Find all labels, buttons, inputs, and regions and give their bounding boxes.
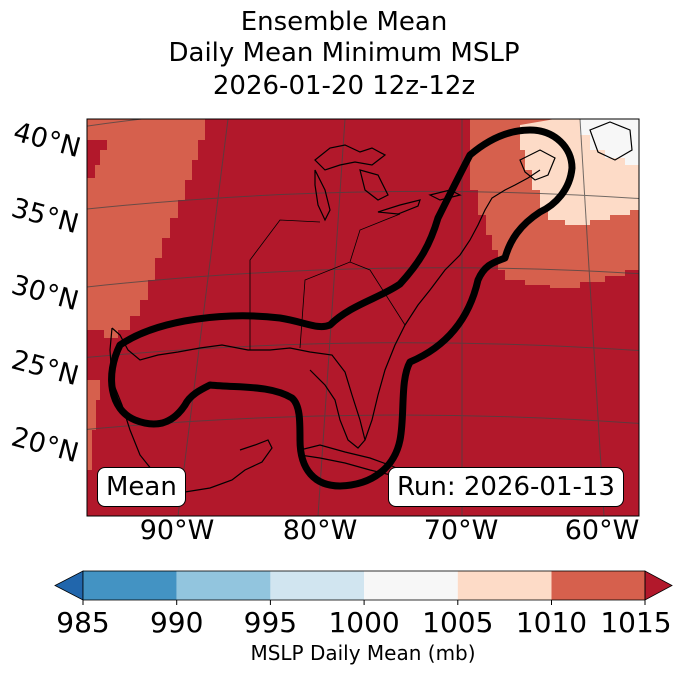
colorbar-segment-990-995 <box>176 571 271 600</box>
mexico-coastline <box>109 327 273 493</box>
map-panel <box>87 119 639 516</box>
gulf-coastline <box>111 327 366 449</box>
lake-erie <box>377 199 421 215</box>
atlantic-coastline <box>364 169 541 441</box>
colorbar-tick-1000: 1000 <box>328 606 400 639</box>
colorbar-segment-1005-1010 <box>457 571 552 600</box>
state-borders <box>249 213 406 350</box>
colorbar-tick-995: 995 <box>243 606 298 639</box>
gridline-lon-80 <box>317 119 346 516</box>
colorbar-segment-1010-1015 <box>551 571 645 600</box>
gridline-lat-25 <box>87 342 639 358</box>
colorbar-ticks <box>82 600 646 605</box>
colorbar-extend-low <box>54 570 84 601</box>
lon-label-80w: 80°W <box>282 515 358 546</box>
lake-huron <box>359 169 389 201</box>
run-date-label-box: Run: 2026-01-13 <box>388 467 624 507</box>
title-line-3: 2026-01-20 12z-12z <box>212 71 476 101</box>
contour-1015mb <box>108 126 576 490</box>
colorbar-segment-995-1000 <box>270 571 365 600</box>
lon-label-70w: 70°W <box>423 515 499 546</box>
map-frame <box>86 118 640 517</box>
lake-ontario <box>428 189 462 201</box>
gridline-lat-30 <box>87 267 639 288</box>
pressure-field-indent <box>87 140 107 178</box>
pressure-field-1005-1010-west <box>87 119 205 338</box>
newfoundland-coastline <box>589 121 633 161</box>
pressure-field-995-1000 <box>580 119 639 165</box>
title-line-2: Daily Mean Minimum MSLP <box>168 38 520 68</box>
nova-scotia-coastline <box>519 149 556 181</box>
colorbar-extend-high <box>644 570 673 601</box>
colorbar-tick-990: 990 <box>149 606 204 639</box>
colorbar-label: MSLP Daily Mean (mb) <box>250 641 476 665</box>
lake-michigan <box>314 169 331 222</box>
colorbar <box>54 570 673 605</box>
title-line-1: Ensemble Mean <box>240 7 448 37</box>
colorbar-tick-985: 985 <box>56 606 110 639</box>
lon-label-90w: 90°W <box>139 515 215 546</box>
gridline-lat-35 <box>87 190 639 210</box>
colorbar-segment-1000-1005 <box>364 571 458 600</box>
pressure-field-1005-1010-southwest <box>87 380 100 470</box>
colorbar-tick-1005: 1005 <box>422 606 494 639</box>
gridline-lon-60 <box>579 119 605 516</box>
lake-superior <box>314 144 387 171</box>
colorbar-tick-1010: 1010 <box>515 606 588 639</box>
lon-label-60w: 60°W <box>564 515 640 546</box>
colorbar-segment-985-990 <box>83 571 177 600</box>
mean-label-box: Mean <box>97 467 186 507</box>
coastlines <box>109 121 633 496</box>
colorbar-tick-1015: 1015 <box>600 606 672 639</box>
